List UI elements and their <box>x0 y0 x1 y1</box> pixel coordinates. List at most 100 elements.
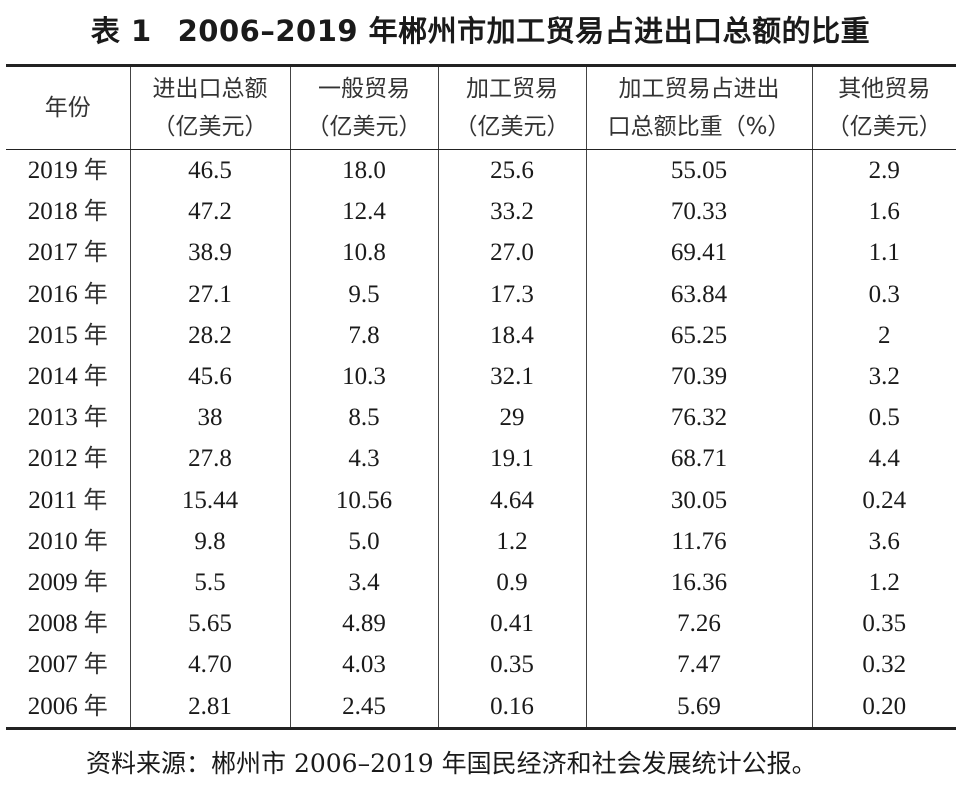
table-row: 2013 年 38 8.5 29 76.32 0.5 <box>6 397 956 439</box>
year-value: 2019 <box>27 157 78 185</box>
cell-general: 18.0 <box>289 149 438 192</box>
year-unit: 年 <box>83 197 108 226</box>
cell-processing: 25.6 <box>437 149 586 192</box>
cell-share: 76.32 <box>585 397 812 439</box>
cell-processing: 27.0 <box>437 232 586 274</box>
cell-other: 4.4 <box>811 438 956 480</box>
header-share: 加工贸易占进出 口总额比重（%） <box>585 65 812 150</box>
cell-total: 28.2 <box>129 314 290 356</box>
header-processing: 加工贸易 （亿美元） <box>437 65 586 150</box>
year-value: 2012 <box>27 445 78 473</box>
table-number: 表 1 <box>90 14 152 48</box>
header-share-line1: 加工贸易占进出 <box>618 76 780 102</box>
table-body: 2019 年 46.5 18.0 25.6 55.05 2.9 2018 年 47.2 12.4 33… <box>6 149 956 729</box>
cell-year: 2013 年 <box>6 397 130 438</box>
cell-share: 63.84 <box>585 273 812 315</box>
cell-share: 5.69 <box>585 685 812 729</box>
cell-total: 15.44 <box>129 479 290 521</box>
table-row: 2008 年 5.65 4.89 0.41 7.26 0.35 <box>6 603 956 645</box>
table-row: 2009 年 5.5 3.4 0.9 16.36 1.2 <box>6 561 956 604</box>
cell-processing: 17.3 <box>437 273 586 315</box>
cell-other: 1.2 <box>811 561 956 604</box>
cell-other: 3.2 <box>811 355 956 398</box>
header-year: 年份 <box>6 65 130 150</box>
cell-general: 10.8 <box>289 232 438 274</box>
cell-processing: 0.35 <box>437 644 586 686</box>
header-share-line2: 口总额比重（%） <box>607 114 791 140</box>
cell-processing: 29 <box>437 397 586 439</box>
cell-year: 2017 年 <box>6 232 130 273</box>
cell-processing: 19.1 <box>437 438 586 480</box>
year-value: 2015 <box>27 321 78 349</box>
cell-other: 0.5 <box>811 397 956 439</box>
cell-processing: 0.41 <box>437 603 586 645</box>
table-row: 2011 年 15.44 10.56 4.64 30.05 0.24 <box>6 479 956 521</box>
cell-share: 55.05 <box>585 149 812 192</box>
cell-other: 1.6 <box>811 191 956 233</box>
cell-general: 10.56 <box>289 479 438 521</box>
cell-share: 11.76 <box>585 520 812 562</box>
year-value: 2010 <box>27 527 78 555</box>
cell-year: 2007 年 <box>6 644 130 685</box>
cell-total: 45.6 <box>129 355 290 398</box>
cell-total: 38.9 <box>129 232 290 274</box>
year-unit: 年 <box>83 526 108 555</box>
cell-general: 4.3 <box>289 438 438 480</box>
table-row: 2015 年 28.2 7.8 18.4 65.25 2 <box>6 314 956 356</box>
cell-processing: 0.9 <box>437 561 586 604</box>
cell-year: 2010 年 <box>6 521 130 562</box>
year-unit: 年 <box>83 238 108 267</box>
year-unit: 年 <box>83 485 108 514</box>
header-total: 进出口总额 （亿美元） <box>129 65 290 150</box>
cell-other: 0.20 <box>811 685 956 729</box>
header-processing-line1: 加工贸易 <box>466 76 558 102</box>
cell-other: 3.6 <box>811 520 956 562</box>
table-row: 2018 年 47.2 12.4 33.2 70.33 1.6 <box>6 191 956 233</box>
cell-total: 47.2 <box>129 191 290 233</box>
cell-processing: 4.64 <box>437 479 586 521</box>
cell-other: 2 <box>811 314 956 356</box>
year-value: 2006 <box>27 692 78 720</box>
cell-total: 5.5 <box>129 561 290 604</box>
cell-other: 0.35 <box>811 603 956 645</box>
cell-share: 65.25 <box>585 314 812 356</box>
cell-year: 2006 年 <box>6 685 130 728</box>
year-unit: 年 <box>83 691 108 720</box>
cell-total: 38 <box>129 397 290 439</box>
table-row: 2014 年 45.6 10.3 32.1 70.39 3.2 <box>6 355 956 398</box>
cell-share: 7.26 <box>585 603 812 645</box>
table-row: 2007 年 4.70 4.03 0.35 7.47 0.32 <box>6 644 956 686</box>
header-total-line1: 进出口总额 <box>152 76 268 102</box>
cell-share: 68.71 <box>585 438 812 480</box>
cell-total: 27.8 <box>129 438 290 480</box>
cell-year: 2012 年 <box>6 438 130 479</box>
cell-year: 2009 年 <box>6 562 130 603</box>
cell-share: 30.05 <box>585 479 812 521</box>
cell-year: 2016 年 <box>6 274 130 315</box>
year-unit: 年 <box>83 650 108 679</box>
cell-general: 3.4 <box>289 561 438 604</box>
year-value: 2017 <box>27 239 78 267</box>
cell-total: 4.70 <box>129 644 290 686</box>
cell-general: 10.3 <box>289 355 438 398</box>
cell-share: 70.33 <box>585 191 812 233</box>
cell-general: 12.4 <box>289 191 438 233</box>
cell-other: 0.3 <box>811 273 956 315</box>
header-general: 一般贸易 （亿美元） <box>289 65 438 150</box>
table-row: 2010 年 9.8 5.0 1.2 11.76 3.6 <box>6 520 956 562</box>
header-other-line1: 其他贸易 <box>838 76 931 102</box>
header-total-line2: （亿美元） <box>152 114 268 140</box>
year-value: 2011 <box>28 486 78 514</box>
cell-general: 8.5 <box>289 397 438 439</box>
cell-other: 0.24 <box>811 479 956 521</box>
cell-other: 0.32 <box>811 644 956 686</box>
year-unit: 年 <box>83 403 108 432</box>
year-value: 2013 <box>27 404 78 432</box>
year-unit: 年 <box>83 609 108 638</box>
cell-other: 1.1 <box>811 232 956 274</box>
trade-table: 年份 进出口总额 （亿美元） 一般贸易 （亿美元） 加工贸易 （亿美元） 加工贸… <box>6 64 956 730</box>
header-general-line2: （亿美元） <box>306 114 422 140</box>
cell-total: 2.81 <box>129 685 290 729</box>
year-unit: 年 <box>83 362 108 391</box>
